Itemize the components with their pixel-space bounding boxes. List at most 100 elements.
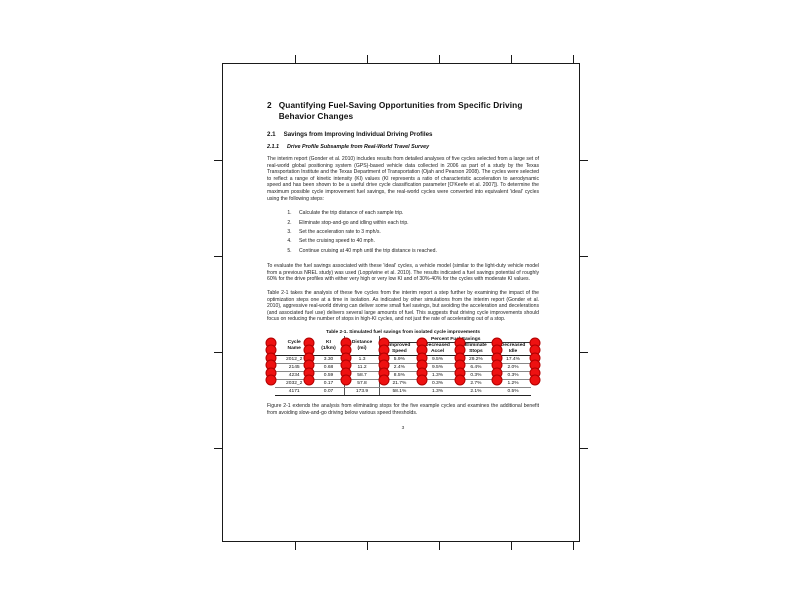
cell-ki: 0.07 xyxy=(313,387,345,397)
page-number: 3 xyxy=(401,426,405,432)
cell-idle: 2.0% xyxy=(495,363,531,373)
col-header-decreased-idle: Decreased Idle xyxy=(495,342,531,355)
list-item: Set the cruising speed to 40 mph. xyxy=(293,237,539,246)
cell-accel: 1.3% xyxy=(418,371,457,381)
crop-tick-left-1 xyxy=(214,160,223,161)
cell-speed: 21.7% xyxy=(379,379,419,389)
cell-stops: 2.1% xyxy=(456,387,496,397)
cell-stops: 2.7% xyxy=(456,379,496,389)
crop-tick-top-2 xyxy=(367,55,368,64)
crop-tick-left-4 xyxy=(214,448,223,449)
col-header-decreased-idle-l2: Idle xyxy=(508,348,518,354)
col-header-decreased-accel: Decreased Accel xyxy=(418,342,456,355)
table-caption: Table 2-1. Simulated fuel savings from i… xyxy=(326,329,480,335)
col-header-decreased-idle-l1: Decreased xyxy=(500,342,526,348)
red-marker-dot xyxy=(529,359,541,371)
cell-accel: 1.3% xyxy=(418,387,457,397)
list-item: Calculate the trip distance of each samp… xyxy=(293,209,539,218)
cell-stops: 6.4% xyxy=(456,363,496,373)
crop-tick-bottom-2 xyxy=(367,541,368,550)
cell-idle: 1.2% xyxy=(495,379,531,389)
cell-accel: 9.5% xyxy=(418,355,457,365)
table-row: 4234 0.59 58.7 8.5% 1.3% 0.3% 0.3% xyxy=(275,371,531,381)
list-item: Eliminate stop-and-go and idling within … xyxy=(293,219,539,228)
cell-ki: 0.17 xyxy=(313,379,345,389)
cell-accel: 9.5% xyxy=(418,363,457,373)
crop-tick-bottom-4 xyxy=(511,541,512,550)
crop-tick-bottom-3 xyxy=(439,541,440,550)
cell-idle: 0.3% xyxy=(495,371,531,381)
section-title: Savings from Improving Individual Drivin… xyxy=(283,131,433,138)
cell-speed: 5.9% xyxy=(379,355,419,365)
crop-tick-left-3 xyxy=(214,352,223,353)
page-title: 2 Quantifying Fuel-Saving Opportunities … xyxy=(267,100,539,122)
table-row: 2032_2 0.17 57.8 21.7% 0.3% 2.7% 1.2% xyxy=(275,379,531,389)
crop-tick-top-4 xyxy=(511,55,512,64)
col-header-distance-l2: (mi) xyxy=(357,346,367,352)
col-header-eliminate-stops-l2: Stops xyxy=(469,348,483,354)
subsection-heading: 2.1.1 Drive Profile Subsample from Real-… xyxy=(267,144,539,150)
cell-speed: 2.4% xyxy=(379,363,419,373)
cell-cycle: 2032_2 xyxy=(275,379,314,389)
crop-tick-bottom-5 xyxy=(573,541,574,550)
cell-distance: 173.9 xyxy=(343,387,380,397)
red-marker-dot xyxy=(529,374,541,386)
cell-distance: 58.7 xyxy=(343,371,380,381)
cell-cycle: 4234 xyxy=(275,371,314,381)
col-header-eliminate-stops: Eliminate Stops xyxy=(457,342,495,355)
cell-ki: 0.59 xyxy=(313,371,345,381)
cell-idle: 17.4% xyxy=(495,355,531,365)
cell-cycle: 4171 xyxy=(275,387,314,397)
crop-tick-top-5 xyxy=(573,55,574,64)
crop-tick-top-3 xyxy=(439,55,440,64)
table-row: 4171 0.07 173.9 58.1% 1.3% 2.1% 0.5% xyxy=(275,387,531,397)
col-header-improved-speed: Improved Speed xyxy=(379,342,419,356)
page-content: 2 Quantifying Fuel-Saving Opportunities … xyxy=(265,100,541,432)
cell-distance: 1.3 xyxy=(343,355,380,365)
col-header-eliminate-stops-l1: Eliminate xyxy=(465,342,487,348)
cell-distance: 57.8 xyxy=(343,379,380,389)
numbered-step-list: Calculate the trip distance of each samp… xyxy=(267,209,539,256)
fuel-savings-table: Cycle Name KI (1/km) Dis xyxy=(275,335,531,397)
page-title-text: Quantifying Fuel-Saving Opportunities fr… xyxy=(278,100,523,121)
list-item: Continue cruising at 40 mph until the tr… xyxy=(293,247,539,256)
red-marker-dot xyxy=(529,344,541,356)
scanned-page-sheet: 2 Quantifying Fuel-Saving Opportunities … xyxy=(214,55,588,550)
table-region: Table 2-1. Simulated fuel savings from i… xyxy=(265,329,541,397)
crop-tick-left-2 xyxy=(214,256,223,257)
closing-paragraph: Figure 2-1 extends the analysis from eli… xyxy=(267,403,539,416)
table-body: 2012_2 3.30 1.3 5.9% 9.5% 29.2% 17.4% 21… xyxy=(275,355,531,397)
cell-ki: 3.30 xyxy=(313,355,345,365)
col-header-cycle-l1: Cycle xyxy=(287,340,301,346)
page-title-number: 2 xyxy=(267,100,272,110)
crop-tick-right-3 xyxy=(579,352,588,353)
cell-speed: 58.1% xyxy=(379,387,419,397)
cell-stops: 29.2% xyxy=(456,355,496,365)
red-marker-dot xyxy=(529,352,541,364)
section-number: 2.1 xyxy=(267,131,276,138)
body-paragraph-3: Table 2-1 takes the analysis of these fi… xyxy=(267,289,539,323)
table-row: 2145 0.68 11.2 2.4% 9.5% 6.4% 2.0% xyxy=(275,363,531,373)
cell-cycle: 2012_2 xyxy=(275,355,314,365)
cell-accel: 0.3% xyxy=(418,379,457,389)
cell-stops: 0.3% xyxy=(456,371,496,381)
col-header-distance: Distance (mi) xyxy=(343,335,380,356)
col-header-decreased-accel-l1: Decreased xyxy=(425,342,450,348)
cell-idle: 0.5% xyxy=(495,387,531,397)
cell-distance: 11.2 xyxy=(343,363,380,373)
col-header-ki: KI (1/km) xyxy=(313,336,344,356)
col-header-cycle: Cycle Name xyxy=(275,336,313,356)
crop-tick-bottom-1 xyxy=(295,541,296,550)
col-header-improved-speed-l1: Improved xyxy=(388,342,411,348)
cell-cycle: 2145 xyxy=(275,363,314,373)
crop-tick-top-1 xyxy=(295,55,296,64)
table-row: 2012_2 3.30 1.3 5.9% 9.5% 29.2% 17.4% xyxy=(275,355,531,365)
red-marker-dot xyxy=(529,367,541,379)
subsection-number: 2.1.1 xyxy=(267,144,279,150)
col-header-ki-l2: (1/km) xyxy=(321,346,336,352)
list-item: Set the acceleration rate to 3 mph/s. xyxy=(293,228,539,237)
cell-speed: 8.5% xyxy=(379,371,419,381)
crop-tick-right-4 xyxy=(579,448,588,449)
section-heading: 2.1 Savings from Improving Individual Dr… xyxy=(267,131,539,138)
crop-tick-right-1 xyxy=(579,160,588,161)
